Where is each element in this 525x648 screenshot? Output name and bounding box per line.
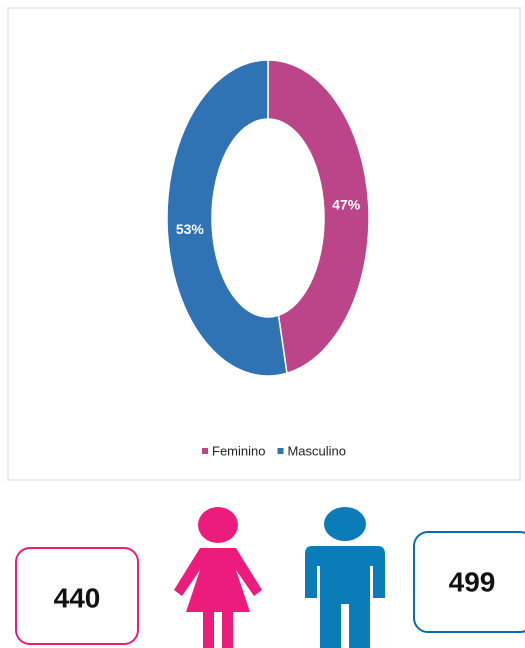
male-count: 499 — [449, 566, 496, 597]
data-label: 47% — [332, 197, 361, 213]
legend-label: Feminino — [212, 443, 265, 458]
female-card — [15, 547, 139, 645]
donut-segment — [166, 59, 288, 377]
male-icon — [305, 507, 385, 648]
donut-segment — [267, 59, 370, 375]
legend-swatch — [277, 448, 284, 454]
data-label: 53% — [176, 221, 205, 237]
female-count: 440 — [54, 582, 101, 613]
legend-swatch — [202, 448, 208, 454]
male-card — [413, 531, 525, 633]
female-icon — [174, 507, 262, 648]
legend-label: Masculino — [287, 443, 346, 458]
